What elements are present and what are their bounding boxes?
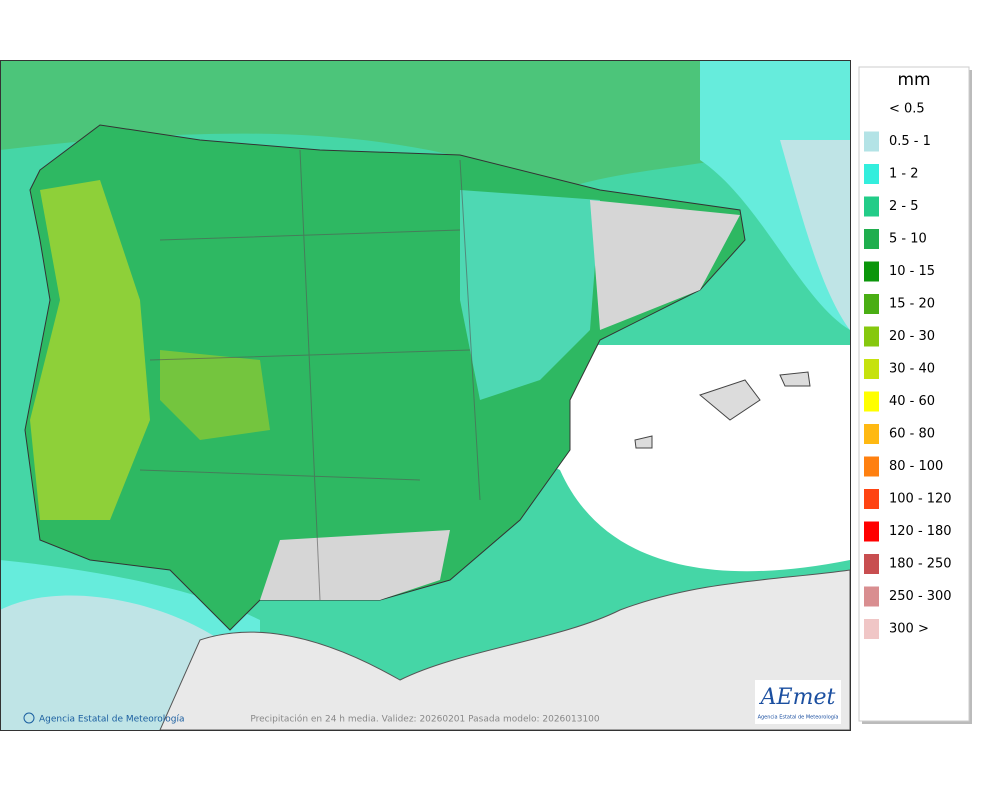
precip-area bbox=[160, 350, 270, 440]
caption: Precipitación en 24 h media. Validez: 20… bbox=[250, 714, 600, 725]
islands bbox=[634, 371, 811, 449]
sea-band bbox=[780, 140, 850, 330]
legend-label: 40 - 60 bbox=[889, 394, 935, 409]
dry-area bbox=[590, 200, 740, 330]
legend-label: 300 > bbox=[889, 622, 929, 637]
logo-box bbox=[755, 680, 841, 724]
legend-swatch bbox=[864, 164, 879, 184]
precip-area bbox=[30, 180, 150, 520]
legend-label: 15 - 20 bbox=[889, 297, 935, 312]
legend-label: 80 - 100 bbox=[889, 459, 943, 474]
legend-swatch bbox=[864, 424, 879, 444]
legend-label: 180 - 250 bbox=[889, 557, 952, 572]
legend-label: 20 - 30 bbox=[889, 329, 935, 344]
legend-swatch bbox=[864, 489, 879, 509]
legend-swatch bbox=[864, 619, 879, 639]
legend-swatch bbox=[864, 521, 879, 542]
legend-swatch bbox=[864, 586, 879, 607]
legend-label: 5 - 10 bbox=[889, 232, 927, 247]
legend-swatch bbox=[864, 359, 879, 379]
borders bbox=[139, 149, 481, 601]
legend-label: 120 - 180 bbox=[889, 524, 952, 539]
sea-band bbox=[0, 595, 220, 730]
legend-label: 250 - 300 bbox=[889, 589, 952, 604]
sea-band bbox=[700, 60, 850, 330]
legend-swatch bbox=[864, 131, 879, 152]
legend-label: 10 - 15 bbox=[889, 264, 935, 279]
precip-area bbox=[460, 190, 600, 400]
legend-swatch bbox=[864, 391, 879, 412]
legend-items: < 0.5 0.5 - 1 1 - 2 2 - 5 5 - 10 10 - 15 15 - … bbox=[864, 102, 952, 639]
logo-name: AEmet bbox=[759, 685, 836, 710]
logo-subtitle: Agencia Estatal de Meteorología bbox=[758, 714, 839, 721]
legend-swatch bbox=[864, 456, 879, 477]
legend-swatch bbox=[864, 554, 879, 574]
copyright-icon bbox=[23, 712, 35, 724]
dry-area bbox=[260, 530, 450, 600]
legend-label: < 0.5 bbox=[889, 102, 925, 117]
legend-label: 100 - 120 bbox=[889, 492, 952, 507]
legend-label: 0.5 - 1 bbox=[889, 134, 931, 149]
legend-label: 1 - 2 bbox=[889, 167, 919, 182]
legend-label: 2 - 5 bbox=[889, 199, 919, 214]
africa bbox=[159, 569, 850, 730]
sea-band bbox=[0, 60, 850, 190]
legend-swatch bbox=[864, 196, 879, 217]
legend-swatch bbox=[864, 326, 879, 347]
legend-swatch bbox=[864, 294, 879, 314]
map bbox=[0, 60, 850, 730]
legend-swatch bbox=[864, 229, 879, 249]
credit: Agencia Estatal de Meteorología bbox=[39, 715, 185, 725]
legend-label: 60 - 80 bbox=[889, 427, 935, 442]
legend-unit: mm bbox=[897, 70, 930, 90]
legend-swatch bbox=[864, 261, 879, 282]
legend-label: 30 - 40 bbox=[889, 362, 935, 377]
map-frame bbox=[0, 60, 851, 731]
